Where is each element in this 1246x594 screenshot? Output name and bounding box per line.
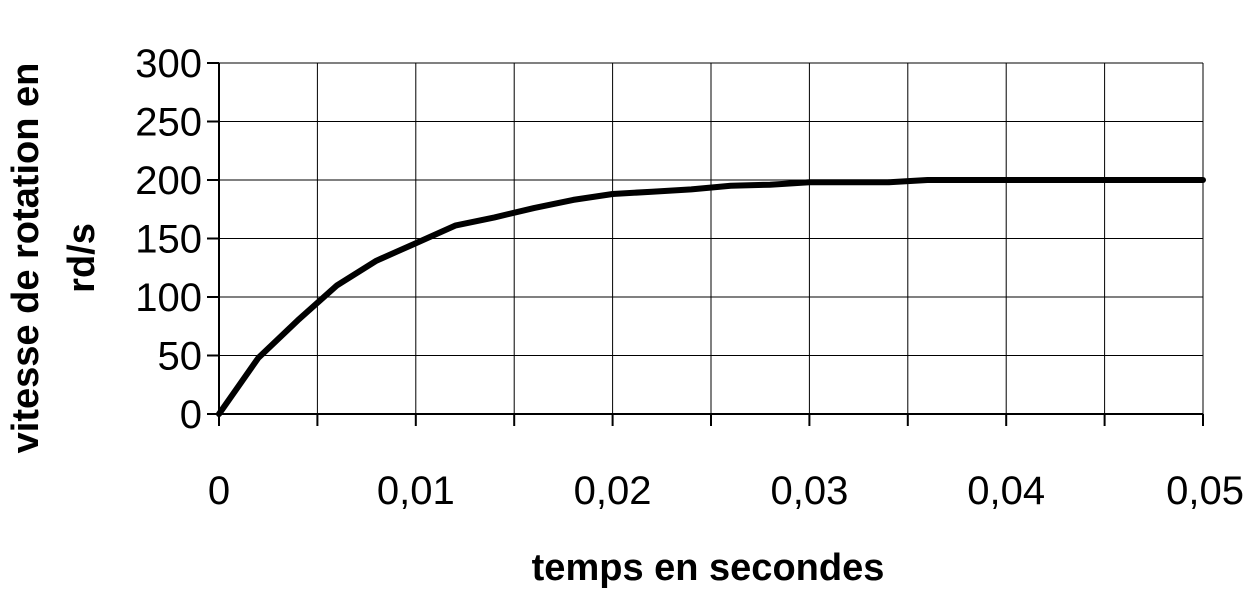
y-tick-label: 300 xyxy=(135,42,202,86)
y-tick-label: 150 xyxy=(135,218,202,262)
y-axis-title-line2: rd/s xyxy=(61,223,103,293)
x-tick-label: 0,01 xyxy=(377,469,455,513)
series-layer xyxy=(216,177,1206,417)
y-tick-label: 200 xyxy=(135,159,202,203)
y-tick-labels: 0 50 100 150 200 250 300 xyxy=(135,42,202,437)
x-tick-label: 0,03 xyxy=(770,469,848,513)
series-line xyxy=(216,177,1206,417)
x-axis-title: temps en secondes xyxy=(532,547,885,589)
y-tick-label: 0 xyxy=(180,393,202,437)
x-tick-label: 0,02 xyxy=(574,469,652,513)
y-tick-label: 100 xyxy=(135,276,202,320)
x-tick-labels: 0 0,01 0,02 0,03 0,04 0,05 xyxy=(208,469,1244,513)
y-tick-label: 250 xyxy=(135,101,202,145)
axes xyxy=(207,62,1204,426)
x-tick-label: 0,04 xyxy=(967,469,1045,513)
x-tick-label: 0 xyxy=(208,469,230,513)
y-tick-label: 50 xyxy=(158,335,203,379)
x-tick-label: 0,05 xyxy=(1166,469,1244,513)
grid xyxy=(219,62,1204,414)
y-axis-title-line1: vitesse de rotation en xyxy=(5,63,47,454)
